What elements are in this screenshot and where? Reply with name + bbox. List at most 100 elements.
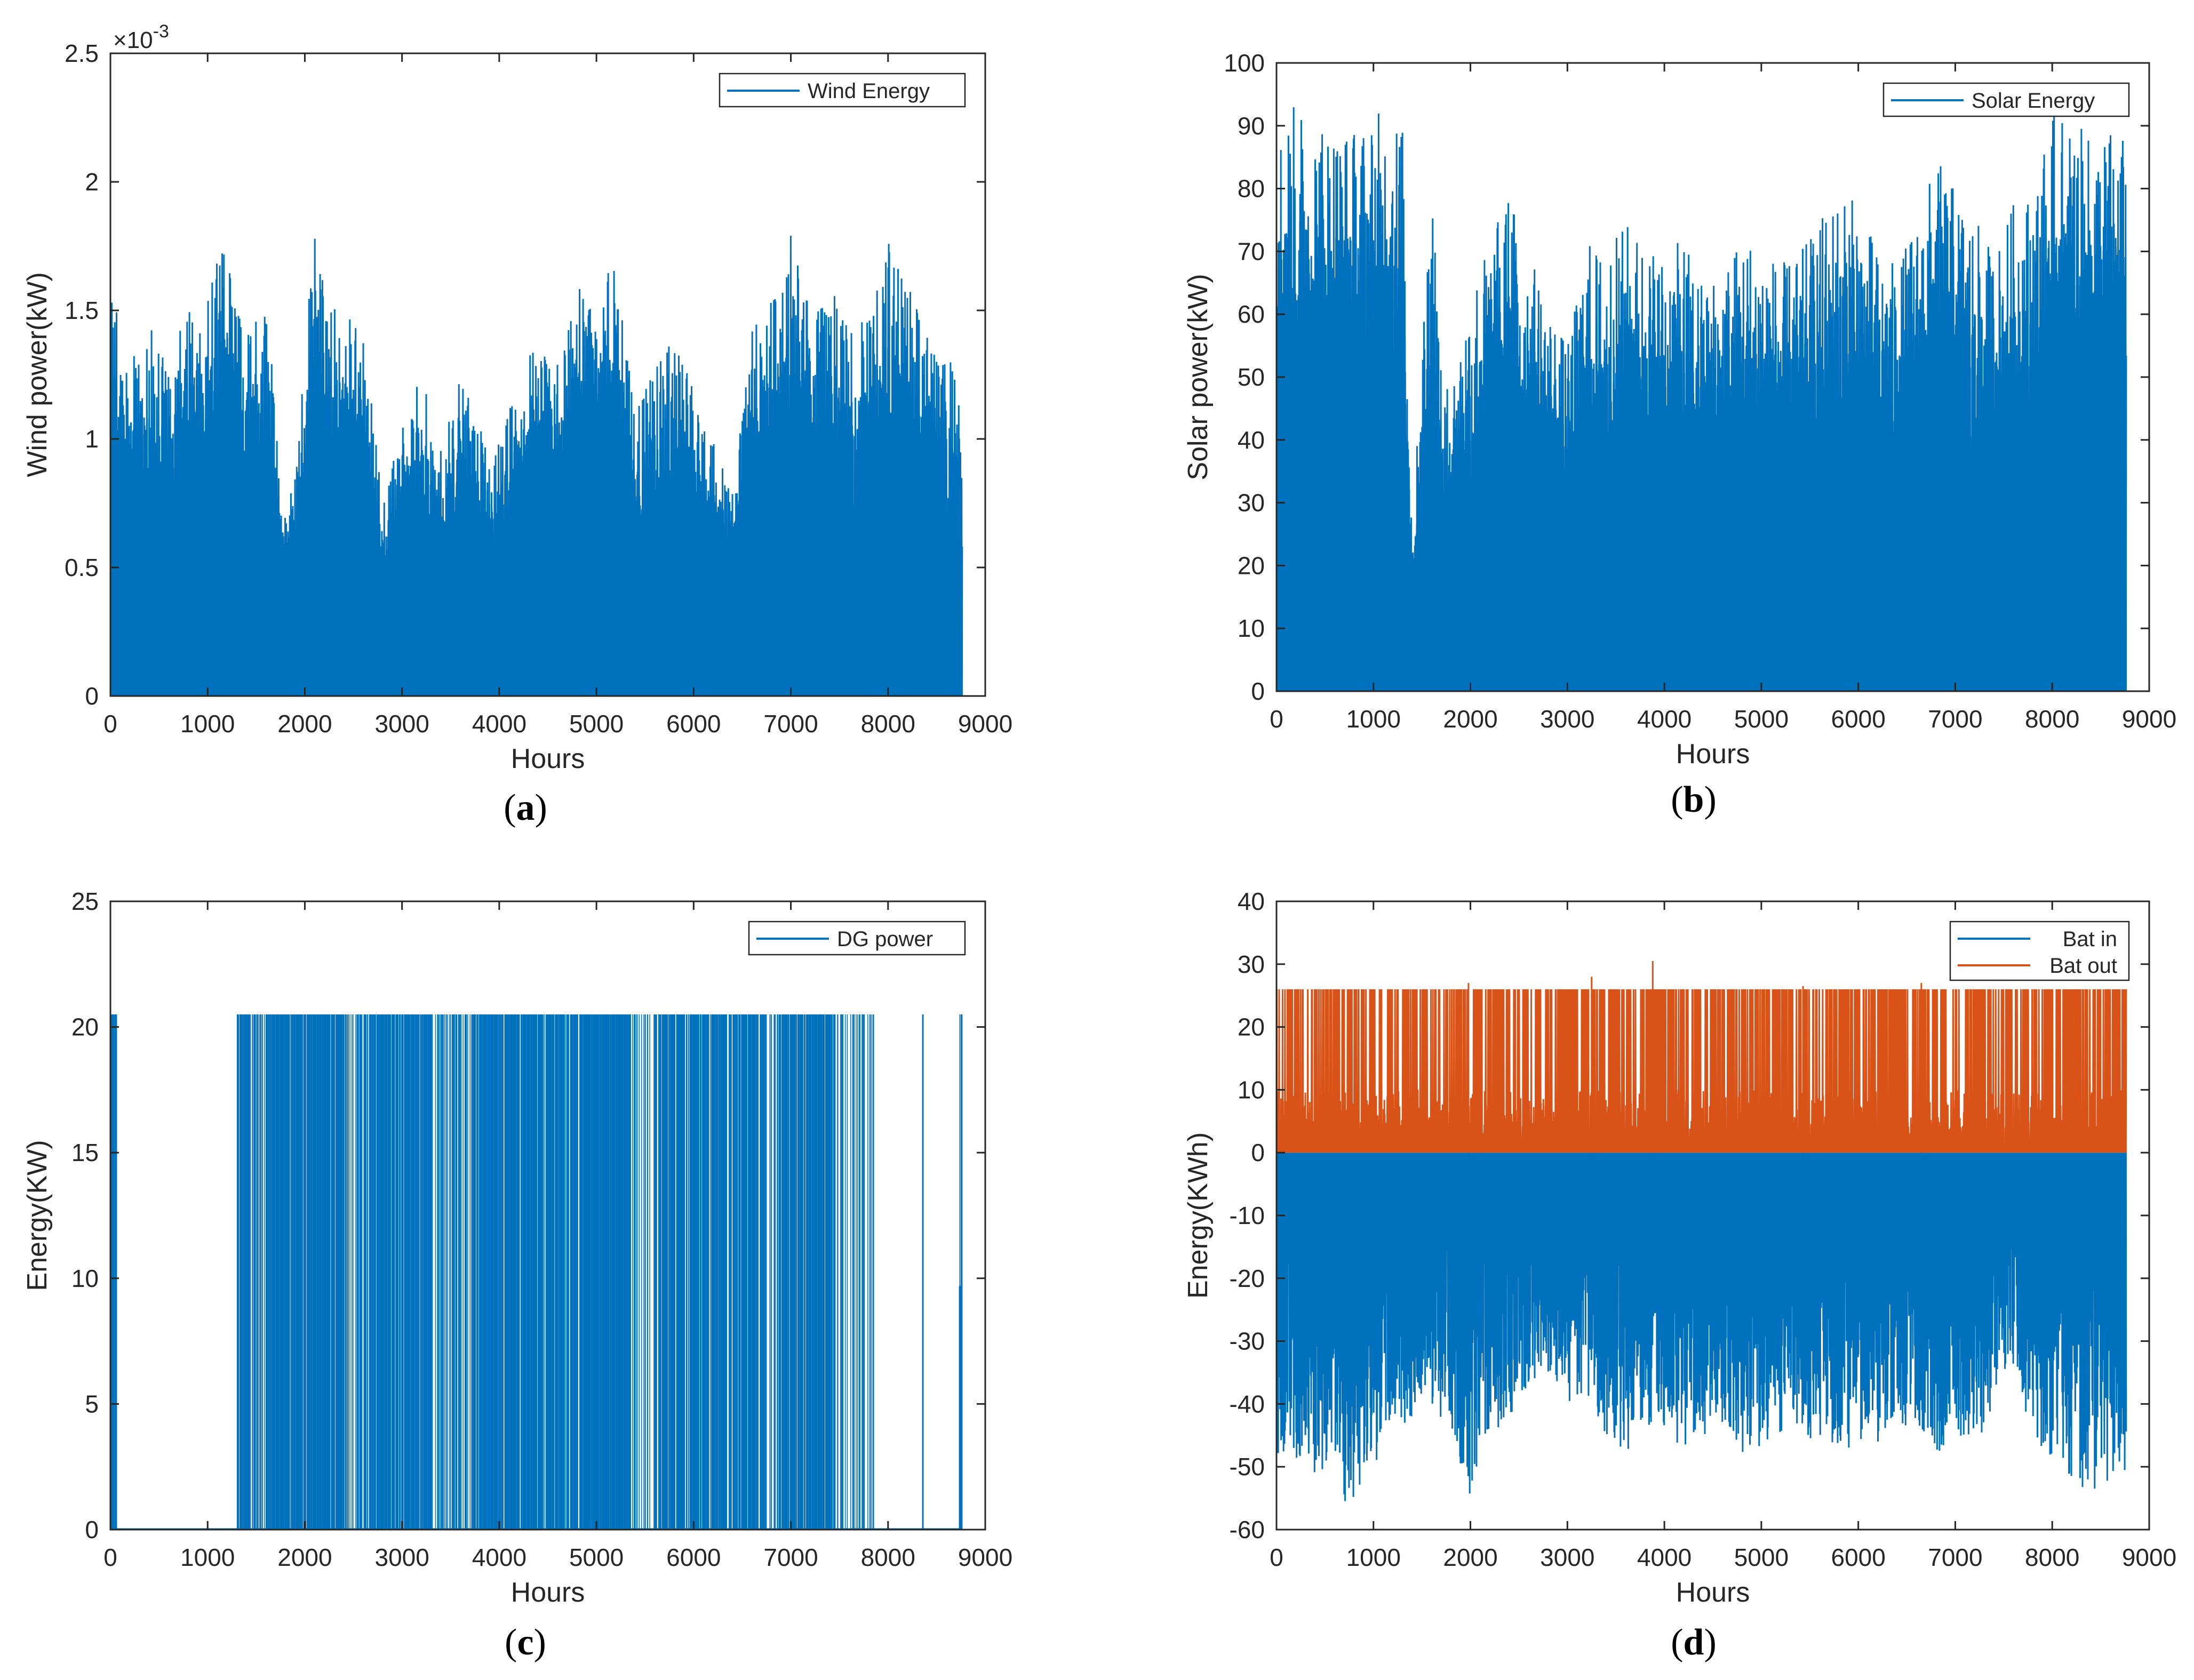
series-c-dg-power-pulse xyxy=(303,1014,305,1530)
series-c-dg-power-pulse xyxy=(441,1014,442,1530)
legend-b: Solar Energy xyxy=(1882,82,2130,117)
series-c-dg-power-pulse xyxy=(417,1014,418,1530)
series-c-dg-power-pulse xyxy=(259,1014,261,1530)
series-c-dg-power-pulse xyxy=(630,1014,632,1530)
series-c-dg-power-pulse xyxy=(581,1014,583,1530)
series-c-dg-power-pulse xyxy=(715,1014,716,1530)
x-tick-label-d-6: 6000 xyxy=(1831,1543,1885,1571)
series-c-dg-power-pulse xyxy=(257,1014,259,1530)
legend-d: Bat in Bat out xyxy=(1949,921,2130,981)
series-c-dg-power-pulse xyxy=(688,1014,690,1530)
series-c-dg-power-pulse xyxy=(336,1014,337,1530)
series-c-dg-power-pulse xyxy=(728,1014,730,1530)
y-tick-label-b-9: 90 xyxy=(1238,112,1265,140)
series-c-dg-power-pulse xyxy=(437,1014,438,1530)
series-c-dg-power-pulse xyxy=(959,1014,961,1530)
legend-c: DG power xyxy=(748,921,966,956)
series-d-bat-out-line xyxy=(1276,989,2127,1153)
series-c-dg-power-pulse xyxy=(409,1014,410,1530)
x-tick-label-c-3: 3000 xyxy=(374,1543,429,1571)
series-c-dg-power-pulse xyxy=(241,1014,243,1530)
series-c-dg-power-pulse xyxy=(266,1014,267,1530)
series-c-dg-power-pulse xyxy=(469,1014,470,1530)
plot-area-c xyxy=(110,1014,963,1530)
series-c-dg-power-pulse xyxy=(500,1014,502,1530)
series-c-dg-power-pulse xyxy=(594,1014,595,1530)
series-c-dg-power-pulse xyxy=(358,1014,359,1530)
series-c-dg-power-pulse xyxy=(351,1014,353,1530)
y-tick-label-b-0: 0 xyxy=(1251,677,1265,705)
series-c-dg-power-pulse xyxy=(315,1014,317,1530)
series-c-dg-power-pulse xyxy=(620,1014,621,1530)
series-c-dg-power-pulse xyxy=(288,1014,290,1530)
series-c-dg-power-pulse xyxy=(697,1014,698,1530)
series-c-dg-power-pulse xyxy=(444,1014,445,1530)
chart-d: 0 1000 2000 3000 4000 5000 6000 7000 8000 9000 -60… xyxy=(1183,887,2176,1608)
series-c-dg-power-pulse xyxy=(467,1014,468,1530)
series-c-dg-power-pulse xyxy=(629,1014,631,1530)
series-c-dg-power-pulse xyxy=(478,1014,480,1530)
series-c-dg-power-pulse xyxy=(698,1014,700,1530)
x-tick-label-c-7: 7000 xyxy=(763,1543,818,1571)
series-c-dg-power-pulse xyxy=(872,1014,874,1530)
series-c-dg-power-pulse xyxy=(484,1014,486,1530)
y-axis-label-d: Energy(KWh) xyxy=(1183,1132,1214,1299)
y-tick-label-b-3: 30 xyxy=(1238,489,1265,517)
y-tick-label-b-2: 20 xyxy=(1238,551,1265,579)
series-c-dg-power-pulse xyxy=(465,1014,466,1530)
x-tick-label-c-9: 9000 xyxy=(958,1543,1012,1571)
series-c-dg-power-pulse xyxy=(539,1014,540,1530)
series-c-dg-power-pulse xyxy=(387,1014,388,1530)
series-c-dg-power-pulse xyxy=(466,1014,467,1530)
series-c-dg-power-pulse xyxy=(360,1014,362,1530)
x-tick-label-a-4: 4000 xyxy=(472,710,526,738)
series-c-dg-power-pulse xyxy=(871,1014,872,1530)
series-c-dg-power-pulse xyxy=(788,1014,789,1530)
x-tick-label-d-3: 3000 xyxy=(1540,1543,1594,1571)
series-c-dg-power-pulse xyxy=(357,1014,358,1530)
series-c-dg-power-pulse xyxy=(853,1014,855,1530)
series-c-dg-power-pulse xyxy=(498,1014,499,1530)
y-tick-label-d-7: 10 xyxy=(1238,1076,1265,1103)
series-c-dg-power-pulse xyxy=(111,1014,112,1530)
series-c-dg-power-pulse xyxy=(730,1014,731,1530)
series-c-dg-power-pulse xyxy=(572,1014,574,1530)
series-c-dg-power-pulse xyxy=(439,1014,441,1530)
series-c-dg-power-pulse xyxy=(462,1014,464,1530)
series-c-dg-power-pulse xyxy=(414,1014,416,1530)
x-axis-label-d: Hours xyxy=(1676,1577,1750,1608)
series-c-dg-power-pulse xyxy=(244,1014,245,1530)
series-c-dg-power-pulse xyxy=(771,1014,772,1530)
series-c-dg-power-pulse xyxy=(292,1014,293,1530)
x-tick-label-a-6: 6000 xyxy=(666,710,721,738)
series-c-dg-power-pulse xyxy=(649,1014,650,1530)
series-c-dg-power-pulse xyxy=(709,1014,711,1530)
series-c-dg-power-pulse xyxy=(834,1014,836,1530)
x-tick-label-d-9: 9000 xyxy=(2122,1543,2176,1571)
x-tick-label-d-2: 2000 xyxy=(1443,1543,1497,1571)
series-c-dg-power-pulse xyxy=(526,1014,527,1530)
series-c-dg-power-pulse xyxy=(493,1014,494,1530)
series-c-dg-power-pulse xyxy=(862,1014,864,1530)
axes-box-a xyxy=(109,52,986,697)
series-c-dg-power-pulse xyxy=(864,1014,865,1530)
series-c-dg-power-pulse xyxy=(309,1014,311,1530)
series-c-dg-power-pulse xyxy=(601,1014,602,1530)
series-c-dg-power-pulse xyxy=(623,1014,624,1530)
series-c-dg-power-pulse xyxy=(626,1014,628,1530)
x-tick-label-a-8: 8000 xyxy=(861,710,915,738)
series-c-dg-power-pulse xyxy=(763,1014,764,1530)
series-c-dg-power-pulse xyxy=(367,1014,369,1530)
y-tick-label-d-3: -30 xyxy=(1230,1327,1265,1355)
series-c-dg-power-pulse xyxy=(625,1014,626,1530)
series-c-dg-power-pulse xyxy=(659,1014,660,1530)
series-c-dg-power-pulse xyxy=(765,1014,767,1530)
series-c-dg-power-pulse xyxy=(692,1014,693,1530)
series-c-dg-power-pulse xyxy=(668,1014,670,1530)
series-c-dg-power-pulse xyxy=(431,1014,432,1530)
series-c-dg-power-pulse xyxy=(455,1014,457,1530)
plot-area-a xyxy=(110,235,963,696)
x-tick-label-a-1: 1000 xyxy=(180,710,235,738)
series-c-dg-power-pulse xyxy=(598,1014,600,1530)
series-c-dg-power-pulse xyxy=(859,1014,860,1530)
